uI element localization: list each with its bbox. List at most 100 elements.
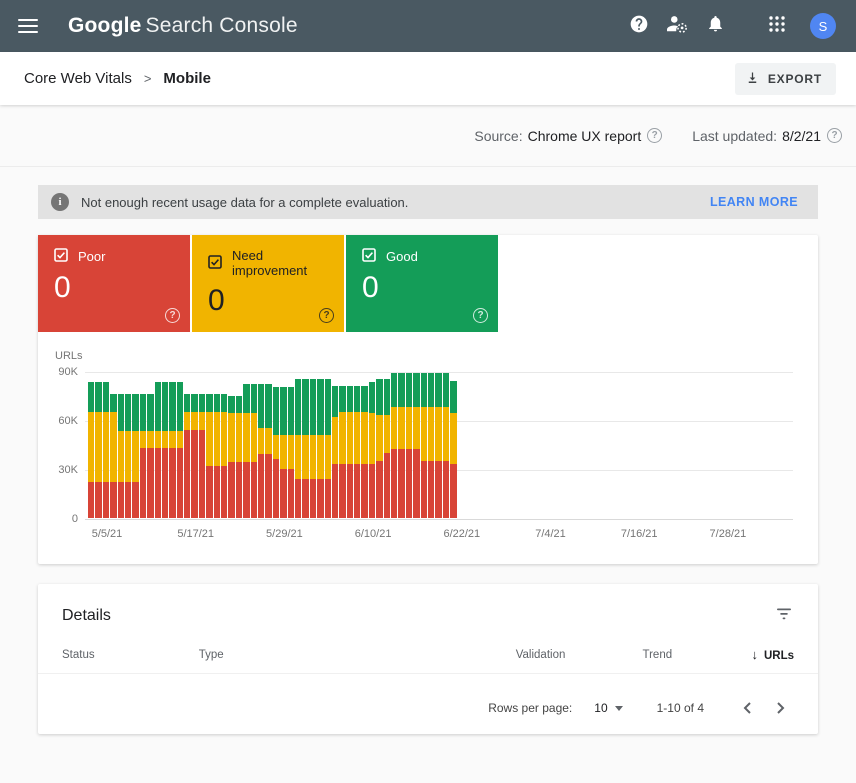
stacked-bar xyxy=(272,387,280,518)
help-button[interactable] xyxy=(620,6,658,46)
breadcrumb-parent[interactable]: Core Web Vitals xyxy=(24,70,132,87)
bar-series xyxy=(88,372,457,518)
app-bar: Google Search Console xyxy=(0,0,856,52)
stacked-bar xyxy=(435,372,442,518)
x-tick-label: 7/28/21 xyxy=(709,528,747,540)
column-urls-sorted[interactable]: ↓ URLs xyxy=(751,647,794,662)
rows-per-page-label: Rows per page: xyxy=(488,701,573,715)
help-icon xyxy=(629,14,649,39)
bell-icon xyxy=(706,14,725,38)
details-title: Details xyxy=(62,607,111,624)
status-card-good: Good 0 ? xyxy=(346,235,498,332)
stacked-bar xyxy=(383,379,391,518)
stacked-bar xyxy=(102,382,110,518)
download-icon xyxy=(745,70,760,88)
core-web-vitals-chart-panel: Poor 0 ? Need improvement 0 ? Good 0 xyxy=(38,235,818,564)
stacked-bar xyxy=(124,393,132,518)
banner-message: Not enough recent usage data for a compl… xyxy=(81,194,409,210)
stacked-bar xyxy=(198,393,206,518)
x-tick-label: 6/22/21 xyxy=(443,528,481,540)
x-tick-label: 7/4/21 xyxy=(535,528,566,540)
logo-product: Search Console xyxy=(145,14,298,37)
learn-more-link[interactable]: LEARN MORE xyxy=(709,195,798,209)
stacked-bar xyxy=(442,372,450,518)
pagination-bar: Rows per page: 10 1-10 of 4 xyxy=(38,696,818,720)
stacked-bar xyxy=(339,385,346,518)
stacked-bar xyxy=(88,382,95,518)
stacked-bar xyxy=(213,393,221,518)
stacked-bar xyxy=(161,382,169,518)
stacked-bar xyxy=(427,372,435,518)
export-button[interactable]: EXPORT xyxy=(734,62,836,95)
column-status[interactable]: Status xyxy=(62,648,95,661)
stacked-bar xyxy=(317,379,324,518)
x-tick-label: 5/29/21 xyxy=(266,528,303,540)
checkbox-checked-icon[interactable] xyxy=(208,254,222,272)
dropdown-arrow-icon xyxy=(614,705,623,711)
google-apps-button[interactable] xyxy=(758,6,796,46)
stacked-bar xyxy=(376,379,383,518)
next-page-button[interactable] xyxy=(764,696,798,720)
stacked-bar xyxy=(257,384,265,518)
stacked-bar xyxy=(206,393,213,518)
table-header-row: Status Type Validation Trend ↓ URLs xyxy=(38,647,818,674)
previous-page-button[interactable] xyxy=(730,696,764,720)
stacked-bar xyxy=(361,385,368,518)
status-card-label: Good xyxy=(386,249,418,264)
status-card-label: Need improvement xyxy=(232,248,308,278)
avatar[interactable]: S xyxy=(810,13,836,39)
stacked-bar xyxy=(368,382,376,518)
card-help-icon[interactable]: ? xyxy=(165,308,180,323)
stacked-bar xyxy=(139,393,147,518)
filter-list-icon xyxy=(776,607,792,624)
status-card-poor: Poor 0 ? xyxy=(38,235,190,332)
last-updated-value: 8/2/21 xyxy=(782,127,821,144)
column-type[interactable]: Type xyxy=(198,648,224,661)
status-card-value: 0 xyxy=(362,271,379,304)
info-banner: i Not enough recent usage data for a com… xyxy=(38,185,818,219)
checkbox-checked-icon[interactable] xyxy=(362,248,376,265)
stacked-bar xyxy=(398,372,405,518)
stacked-bar xyxy=(450,380,457,518)
last-updated-group: Last updated: 8/2/21 ? xyxy=(692,128,842,144)
notifications-button[interactable] xyxy=(696,6,734,46)
breadcrumb-separator: > xyxy=(143,71,152,86)
last-updated-help-icon[interactable]: ? xyxy=(827,128,842,143)
plot-area xyxy=(85,372,793,520)
stacked-bar xyxy=(302,379,309,518)
filter-button[interactable] xyxy=(774,605,794,627)
stacked-bar xyxy=(265,384,272,518)
status-card-label: Poor xyxy=(78,249,106,264)
rows-per-page-select[interactable]: 10 xyxy=(594,701,623,715)
stacked-bar xyxy=(250,384,257,518)
column-validation[interactable]: Validation xyxy=(515,648,566,661)
last-updated-label: Last updated: xyxy=(692,127,778,144)
checkbox-checked-icon[interactable] xyxy=(54,248,68,265)
chevron-left-icon xyxy=(743,702,751,714)
stacked-bar xyxy=(110,393,117,518)
card-help-icon[interactable]: ? xyxy=(473,308,488,323)
y-axis-title: URLs xyxy=(55,350,83,362)
stacked-bar xyxy=(346,385,354,518)
stacked-bar xyxy=(169,382,176,518)
stacked-bar xyxy=(235,395,243,518)
chevron-right-icon xyxy=(777,702,785,714)
x-tick-label: 7/16/21 xyxy=(620,528,658,540)
source-help-icon[interactable]: ? xyxy=(647,128,663,143)
stacked-bar xyxy=(243,384,250,518)
menu-icon[interactable] xyxy=(18,15,38,37)
stacked-bar xyxy=(95,382,102,518)
status-card-value: 0 xyxy=(208,284,225,317)
column-trend[interactable]: Trend xyxy=(642,648,673,661)
stacked-bar xyxy=(280,387,287,518)
user-settings-button[interactable] xyxy=(658,6,696,46)
stacked-bar xyxy=(117,393,124,518)
logo-google: Google xyxy=(68,14,142,37)
urls-stacked-bar-chart: URLs 90K 60K 30K 0 5/5/21 5/17/21 5/29/21 6/10… xyxy=(38,332,818,564)
stacked-bar xyxy=(391,372,398,518)
stacked-bar xyxy=(132,393,139,518)
y-tick-label: 30K xyxy=(58,464,78,476)
card-help-icon[interactable]: ? xyxy=(319,308,334,323)
stacked-bar xyxy=(420,372,427,518)
stacked-bar xyxy=(191,393,198,518)
